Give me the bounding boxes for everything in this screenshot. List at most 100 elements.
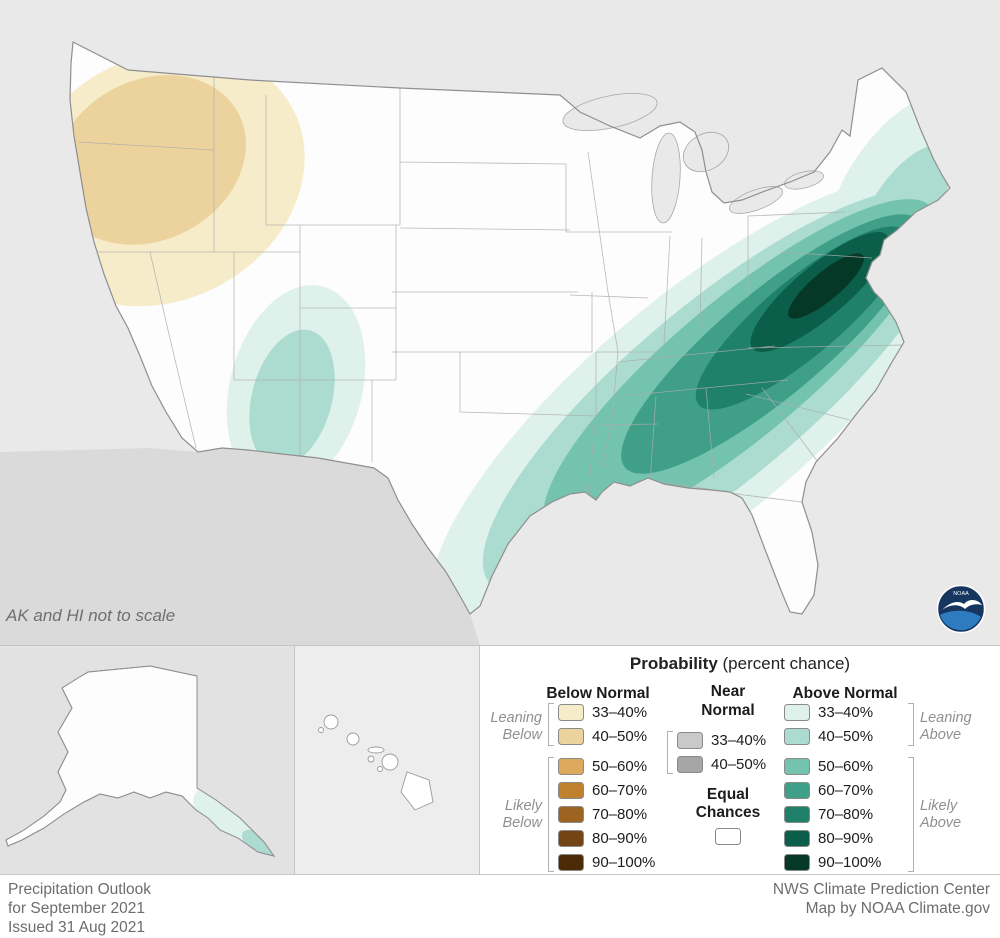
lake-michigan [651, 132, 681, 224]
above-normal-header: Above Normal [792, 685, 898, 702]
legend-row: 33–40% [784, 704, 873, 721]
legend-row: 80–90% [558, 830, 647, 847]
below-normal-40-50-region [70, 75, 246, 245]
above-swatch-60-70 [784, 782, 810, 799]
hawaii-island [318, 727, 324, 733]
noaa-logo: NOAA [936, 584, 986, 634]
legend-row: 90–100% [558, 854, 655, 871]
likely-below-line1: Likely [504, 798, 542, 814]
hawaii-panel [295, 646, 480, 874]
legend-row: 33–40% [677, 732, 766, 749]
legend-range-label: 33–40% [592, 704, 648, 721]
scale-note: AK and HI not to scale [6, 606, 176, 625]
legend-row: 90–100% [784, 854, 881, 871]
state-borders [77, 66, 905, 503]
leaning-below-line2: Below [502, 727, 543, 743]
equal-chances-swatch [715, 828, 741, 845]
legend-range-label: 40–50% [818, 728, 874, 745]
legend-range-label: 33–40% [818, 704, 874, 721]
equal-chances-line1: Equal [706, 786, 750, 803]
legend-range-label: 90–100% [592, 854, 656, 871]
legend-row: 70–80% [784, 806, 873, 823]
above-swatch-70-80 [784, 806, 810, 823]
legend-panel: Probability (percent chance) Below Norma… [480, 646, 1000, 874]
footer-issued-line: Issued 31 Aug 2021 [8, 919, 146, 936]
legend-row: 33–40% [558, 704, 647, 721]
hawaii-island [367, 746, 385, 754]
hawaii-island [367, 755, 375, 763]
legend-range-label: 60–70% [592, 782, 648, 799]
footer-source-line: NWS Climate Prediction Center [772, 881, 990, 898]
hawaii-map [295, 646, 479, 874]
noaa-logo-wave [940, 610, 981, 631]
legend-row: 50–60% [558, 758, 647, 775]
likely-above-line1: Likely [920, 798, 958, 814]
likely-below-line2: Below [502, 815, 543, 831]
above-swatch-80-90 [784, 830, 810, 847]
footer-credit-line: Map by NOAA Climate.gov [805, 900, 990, 917]
noaa-logo-text: NOAA [953, 591, 969, 597]
above-swatch-40-50 [784, 728, 810, 745]
footer: Precipitation Outlook for September 2021… [0, 875, 1000, 938]
hawaii-island [381, 753, 399, 771]
noaa-seagull-icon [942, 599, 982, 610]
below-normal-header: Below Normal [546, 685, 650, 702]
above-swatch-33-40 [784, 704, 810, 721]
legend-title: Probability (percent chance) [480, 654, 1000, 674]
leaning-below-label: Leaning Below [482, 710, 542, 744]
legend-title-rest: (percent chance) [717, 654, 851, 673]
alaska-shading [193, 788, 274, 856]
legend-range-label: 40–50% [592, 728, 648, 745]
likely-above-label: Likely Above [920, 798, 995, 832]
legend-row: 40–50% [784, 728, 873, 745]
likely-above-bracket [908, 757, 914, 872]
leaning-above-label: Leaning Above [920, 710, 995, 744]
below-swatch-80-90 [558, 830, 584, 847]
legend-range-label: 60–70% [818, 782, 874, 799]
legend-row: 40–50% [677, 756, 766, 773]
leaning-above-line1: Leaning [920, 710, 972, 726]
legend-range-label: 40–50% [711, 756, 767, 773]
above-normal-40-50-southwest-region [249, 329, 335, 467]
footer-left: Precipitation Outlook for September 2021… [8, 880, 151, 938]
legend-row: 60–70% [558, 782, 647, 799]
legend-row: 60–70% [784, 782, 873, 799]
hawaii-island [323, 714, 339, 730]
below-swatch-60-70 [558, 782, 584, 799]
above-swatch-90-100 [784, 854, 810, 871]
legend-range-label: 33–40% [711, 732, 767, 749]
footer-right: NWS Climate Prediction Center Map by NOA… [773, 880, 990, 938]
below-swatch-33-40 [558, 704, 584, 721]
legend-row: 70–80% [558, 806, 647, 823]
below-swatch-90-100 [558, 854, 584, 871]
legend-range-label: 50–60% [592, 758, 648, 775]
legend-row: 50–60% [784, 758, 873, 775]
legend-range-label: 90–100% [818, 854, 882, 871]
legend-range-label: 70–80% [818, 806, 874, 823]
legend-range-label: 70–80% [592, 806, 648, 823]
alaska-panel [0, 646, 295, 874]
alaska-map [0, 646, 294, 874]
leaning-below-bracket [548, 703, 554, 746]
legend-range-label: 50–60% [818, 758, 874, 775]
below-swatch-50-60 [558, 758, 584, 775]
hawaii-island [400, 771, 434, 811]
great-lakes [562, 93, 824, 224]
near-normal-bracket [667, 731, 673, 774]
lake-ontario [784, 170, 824, 190]
conus-map [0, 0, 1000, 645]
above-swatch-50-60 [784, 758, 810, 775]
footer-title-line: Precipitation Outlook [8, 881, 152, 898]
near-swatch-40-50 [677, 756, 703, 773]
likely-above-line2: Above [920, 815, 962, 831]
equal-chances-label: Equal Chances [663, 786, 793, 822]
likely-below-bracket [548, 757, 554, 872]
near-swatch-33-40 [677, 732, 703, 749]
legend-range-label: 80–90% [818, 830, 874, 847]
legend-row: 80–90% [784, 830, 873, 847]
near-normal-header-line2: Normal [701, 702, 755, 719]
leaning-below-line1: Leaning [490, 710, 542, 726]
leaning-above-bracket [908, 703, 914, 746]
legend-range-label: 80–90% [592, 830, 648, 847]
